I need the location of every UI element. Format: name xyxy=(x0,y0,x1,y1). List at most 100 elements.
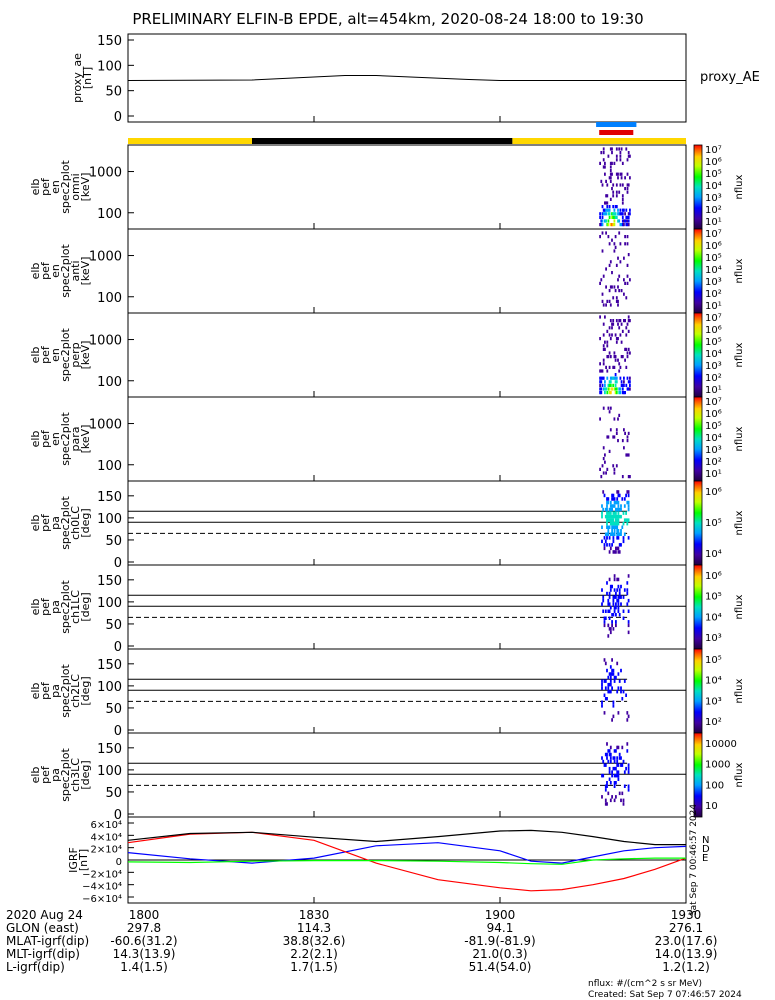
en_spec2plot_perp-cell xyxy=(621,387,624,391)
x-row-label: L-igrf(dip) xyxy=(6,960,65,974)
pa_spec2plot_ch1LC-cell xyxy=(615,595,617,599)
en_spec2plot_para-cell xyxy=(599,417,601,421)
en_spec2plot_omni-cell xyxy=(624,176,626,180)
en_spec2plot_perp-cell xyxy=(604,391,606,395)
en_spec2plot_omni-colorbar-tick: 10² xyxy=(705,205,722,216)
pa_spec2plot_ch3LC-cell xyxy=(612,756,615,760)
pa_spec2plot_ch3LC-cell xyxy=(604,798,607,803)
pa_spec2plot_ch3LC-cell xyxy=(626,742,629,746)
pa_spec2plot_ch0LC-cell xyxy=(617,490,620,494)
pa_spec2plot_ch3LC-cell xyxy=(606,752,608,757)
IGRF-side-text-group: Sat Sep 7 00:46:57 2024 xyxy=(689,804,699,916)
en_spec2plot_omni-cell xyxy=(620,223,623,227)
en_spec2plot_perp-cell xyxy=(612,365,615,369)
en_spec2plot_omni-cell xyxy=(605,201,607,205)
en_spec2plot_para-colorbar-tick: 10⁷ xyxy=(705,397,722,408)
en_spec2plot_para-colorbar-tick: 10⁶ xyxy=(705,409,722,420)
pa_spec2plot_ch2LC-cell xyxy=(608,689,611,694)
orbit-bars xyxy=(128,122,686,144)
en_spec2plot_perp-cell xyxy=(620,322,623,326)
en_spec2plot_omni-cell xyxy=(615,190,618,194)
en_spec2plot_perp-cell xyxy=(624,391,626,395)
en_spec2plot_omni-cell xyxy=(601,223,604,227)
pa_spec2plot_ch1LC-cell xyxy=(609,588,612,592)
en_spec2plot_omni-cell xyxy=(612,215,615,219)
pa_spec2plot_ch2LC-panel: 150 100 50 0 10⁵ 10⁴ 10³ 10² nflux xyxy=(97,648,745,739)
pa_spec2plot_ch2LC-cell xyxy=(601,679,603,683)
en_spec2plot_omni-cell xyxy=(621,208,624,212)
en_spec2plot_omni-cell xyxy=(614,205,617,209)
en_spec2plot_anti-cell xyxy=(606,299,609,303)
en_spec2plot_para-colorbar xyxy=(693,396,703,482)
en_spec2plot_perp-cell xyxy=(599,315,601,319)
en_spec2plot_omni-cell xyxy=(613,212,616,216)
en_spec2plot_omni-cell xyxy=(601,205,604,209)
en_spec2plot_omni-cell xyxy=(604,172,606,176)
pa_spec2plot_ch2LC-cell xyxy=(604,661,607,666)
en_spec2plot_omni-cell xyxy=(608,212,611,216)
pa_spec2plot_ch2LC-cell xyxy=(620,668,622,673)
pa_spec2plot_ch0LC-cell xyxy=(627,490,630,494)
IGRF-ylabel-line: [nT] xyxy=(77,849,90,871)
pa_spec2plot_ch0LC-cell xyxy=(626,500,629,505)
pa_spec2plot_ch1LC-frame xyxy=(127,564,687,650)
pa_spec2plot_ch0LC-cell xyxy=(613,500,616,505)
pa_spec2plot_ch1LC-cell xyxy=(609,630,612,635)
x-row-label: MLT-igrf(dip) xyxy=(6,947,80,961)
pa_spec2plot_ch1LC-colorbar-tick: 10⁵ xyxy=(705,592,722,603)
pa_spec2plot_ch2LC-ylabel-line: ch2LC xyxy=(69,674,82,708)
en_spec2plot_anti-cell xyxy=(619,242,622,246)
pa_spec2plot_ch3LC-cell xyxy=(606,781,608,785)
pa_spec2plot_ch1LC-cell xyxy=(612,595,615,599)
x-column-value: 21.0(0.3) xyxy=(472,947,527,961)
pa_spec2plot_ch2LC-cell xyxy=(625,693,627,697)
en_spec2plot_omni-cell xyxy=(623,223,625,227)
pa_spec2plot_ch0LC-cell xyxy=(603,546,606,551)
en_spec2plot_omni-cell xyxy=(600,223,603,227)
pa_spec2plot_ch0LC-cell xyxy=(626,521,629,526)
proxy-ae-line xyxy=(127,75,686,81)
en_spec2plot_perp-cell xyxy=(600,391,603,395)
pa_spec2plot_ch1LC-cell xyxy=(607,602,610,606)
pa_spec2plot_ch0LC-ytick-label: 150 xyxy=(97,490,122,505)
en_spec2plot_perp-cell xyxy=(611,326,613,330)
en_spec2plot_omni-cell xyxy=(600,151,603,155)
pa_spec2plot_ch1LC-cell xyxy=(612,598,615,603)
pa_spec2plot_ch3LC-cell xyxy=(616,773,619,778)
en_spec2plot_omni-cell xyxy=(602,208,605,212)
pa_spec2plot_ch0LC-cell xyxy=(618,532,621,536)
en_spec2plot_para-cell xyxy=(615,431,618,435)
pa_spec2plot_ch0LC-cell xyxy=(611,543,613,547)
pa_spec2plot_ch3LC-colorbar-label-group: nflux xyxy=(734,762,745,787)
en_spec2plot_perp-cell xyxy=(620,383,623,387)
en_spec2plot_anti-cell xyxy=(617,299,619,303)
en_spec2plot_para-cell xyxy=(607,435,610,439)
pa_spec2plot_ch0LC-cell xyxy=(602,507,605,512)
en_spec2plot_perp-cell xyxy=(608,333,611,337)
en_spec2plot_omni-cell xyxy=(609,197,612,201)
en_spec2plot_perp-cell xyxy=(608,383,611,387)
pa_spec2plot_ch0LC-panel: 150 100 50 0 10⁶ 10⁵ 10⁴ nflux xyxy=(97,480,745,571)
pa_spec2plot_ch2LC-cell xyxy=(611,668,613,673)
en_spec2plot_para-ytick-label: 100 xyxy=(97,459,122,474)
en_spec2plot_para-cell xyxy=(604,453,606,457)
pa_spec2plot_ch0LC-cell xyxy=(626,518,629,522)
pa_spec2plot_ch0LC-cell xyxy=(615,507,617,512)
pa_spec2plot_ch0LC-cell xyxy=(615,550,617,554)
pa_spec2plot_ch2LC-ylabel-line: pa xyxy=(49,684,62,698)
pa_spec2plot_ch0LC-cell xyxy=(613,529,616,533)
en_spec2plot_perp-cell xyxy=(629,319,631,323)
pa_spec2plot_ch0LC-cell xyxy=(617,511,620,515)
x-column-value: 1.2(1.2) xyxy=(662,960,710,974)
pa_spec2plot_ch0LC-cell xyxy=(615,500,617,505)
en_spec2plot_omni-cell xyxy=(601,212,604,216)
pa_spec2plot_ch1LC-ylabel-line: pa xyxy=(49,600,62,614)
pa_spec2plot_ch0LC-ylabel-line: pef xyxy=(39,513,52,532)
en_spec2plot_omni-cell xyxy=(605,219,607,223)
pa_spec2plot_ch3LC-cell xyxy=(620,756,622,760)
pa_spec2plot_ch1LC-cell xyxy=(615,613,617,617)
en_spec2plot_para-cell xyxy=(627,431,630,435)
